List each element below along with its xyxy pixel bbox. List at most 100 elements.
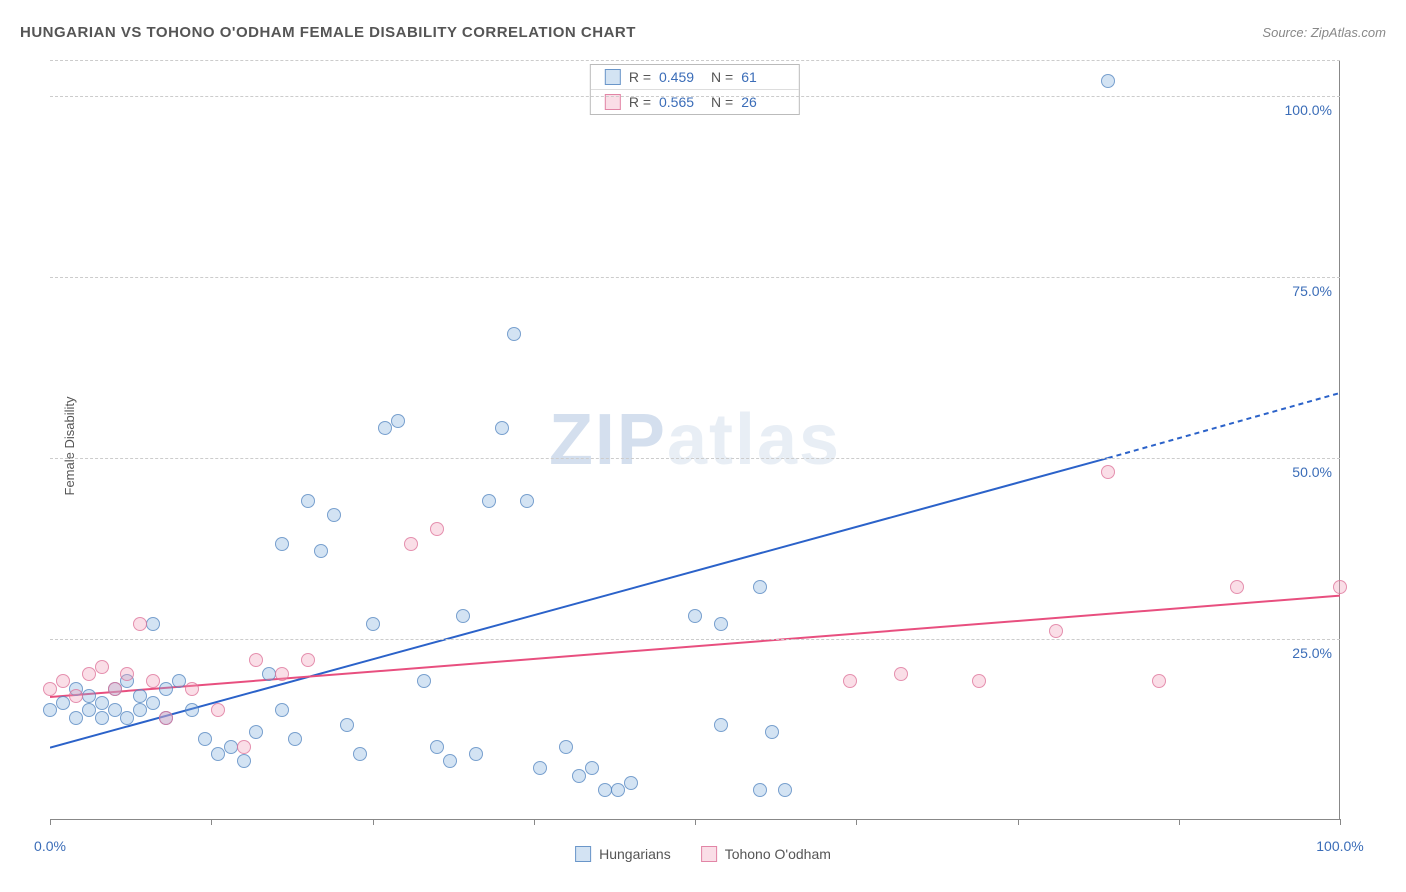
scatter-point [56,696,70,710]
x-tick-label: 0.0% [34,838,66,854]
scatter-point [765,725,779,739]
scatter-point [972,674,986,688]
scatter-point [340,718,354,732]
scatter-point [572,769,586,783]
gridline [50,639,1340,640]
watermark: ZIPatlas [549,399,841,481]
n-label: N = [711,69,733,85]
scatter-point [753,783,767,797]
scatter-point [430,522,444,536]
source-label: Source: [1262,25,1307,40]
scatter-point [43,682,57,696]
gridline [50,96,1340,97]
scatter-point [211,703,225,717]
scatter-point [275,537,289,551]
trend-line [50,458,1108,748]
watermark-suffix: atlas [667,400,841,480]
scatter-point [1101,465,1115,479]
scatter-point [237,754,251,768]
scatter-point [43,703,57,717]
x-tick [534,819,535,825]
scatter-point [753,580,767,594]
y-tick-label: 100.0% [1285,102,1332,118]
scatter-point [159,711,173,725]
scatter-point [456,609,470,623]
scatter-point [172,674,186,688]
scatter-point [120,711,134,725]
x-tick-label: 100.0% [1316,838,1363,854]
scatter-point [533,761,547,775]
scatter-point [262,667,276,681]
scatter-point [95,711,109,725]
scatter-point [611,783,625,797]
legend-item-hungarians: Hungarians [575,846,671,862]
scatter-point [301,494,315,508]
x-tick [211,819,212,825]
scatter-point [82,703,96,717]
y-tick-label: 25.0% [1292,645,1332,661]
scatter-point [275,667,289,681]
scatter-point [1101,74,1115,88]
scatter-point [237,740,251,754]
scatter-point [108,682,122,696]
legend-label-hungarians: Hungarians [599,846,671,862]
scatter-point [95,696,109,710]
scatter-point [288,732,302,746]
scatter-point [275,703,289,717]
scatter-point [1152,674,1166,688]
scatter-point [430,740,444,754]
x-tick [1179,819,1180,825]
swatch-blue-icon [575,846,591,862]
scatter-point [1230,580,1244,594]
scatter-point [198,732,212,746]
scatter-point [585,761,599,775]
trend-line [1108,393,1340,458]
x-tick [1340,819,1341,825]
n-value-hungarians: 61 [741,69,785,85]
scatter-point [120,667,134,681]
scatter-point [1333,580,1347,594]
scatter-point [714,617,728,631]
chart-container: HUNGARIAN VS TOHONO O'ODHAM FEMALE DISAB… [0,0,1406,892]
r-value-hungarians: 0.459 [659,69,703,85]
swatch-blue-icon [605,69,621,85]
scatter-point [404,537,418,551]
scatter-point [843,674,857,688]
x-tick [373,819,374,825]
scatter-point [211,747,225,761]
scatter-point [495,421,509,435]
scatter-point [598,783,612,797]
scatter-point [1049,624,1063,638]
scatter-point [133,689,147,703]
scatter-point [159,682,173,696]
scatter-point [69,689,83,703]
plot-right-border [1339,60,1340,819]
scatter-point [520,494,534,508]
scatter-point [469,747,483,761]
gridline [50,277,1340,278]
scatter-point [894,667,908,681]
title-bar: HUNGARIAN VS TOHONO O'ODHAM FEMALE DISAB… [20,24,1386,41]
plot-area: ZIPatlas R = 0.459 N = 61 R = 0.565 N = … [50,60,1340,820]
source-name: ZipAtlas.com [1311,25,1386,40]
scatter-point [378,421,392,435]
r-label: R = [629,69,651,85]
scatter-point [443,754,457,768]
scatter-point [482,494,496,508]
scatter-point [249,653,263,667]
watermark-prefix: ZIP [549,400,667,480]
scatter-point [95,660,109,674]
scatter-point [301,653,315,667]
scatter-point [714,718,728,732]
scatter-point [146,674,160,688]
source-attribution: Source: ZipAtlas.com [1262,25,1386,40]
scatter-point [507,327,521,341]
scatter-point [146,617,160,631]
y-tick-label: 75.0% [1292,283,1332,299]
scatter-point [327,508,341,522]
scatter-point [108,703,122,717]
scatter-point [391,414,405,428]
scatter-point [366,617,380,631]
scatter-point [133,617,147,631]
bottom-legend: Hungarians Tohono O'odham [575,846,831,862]
